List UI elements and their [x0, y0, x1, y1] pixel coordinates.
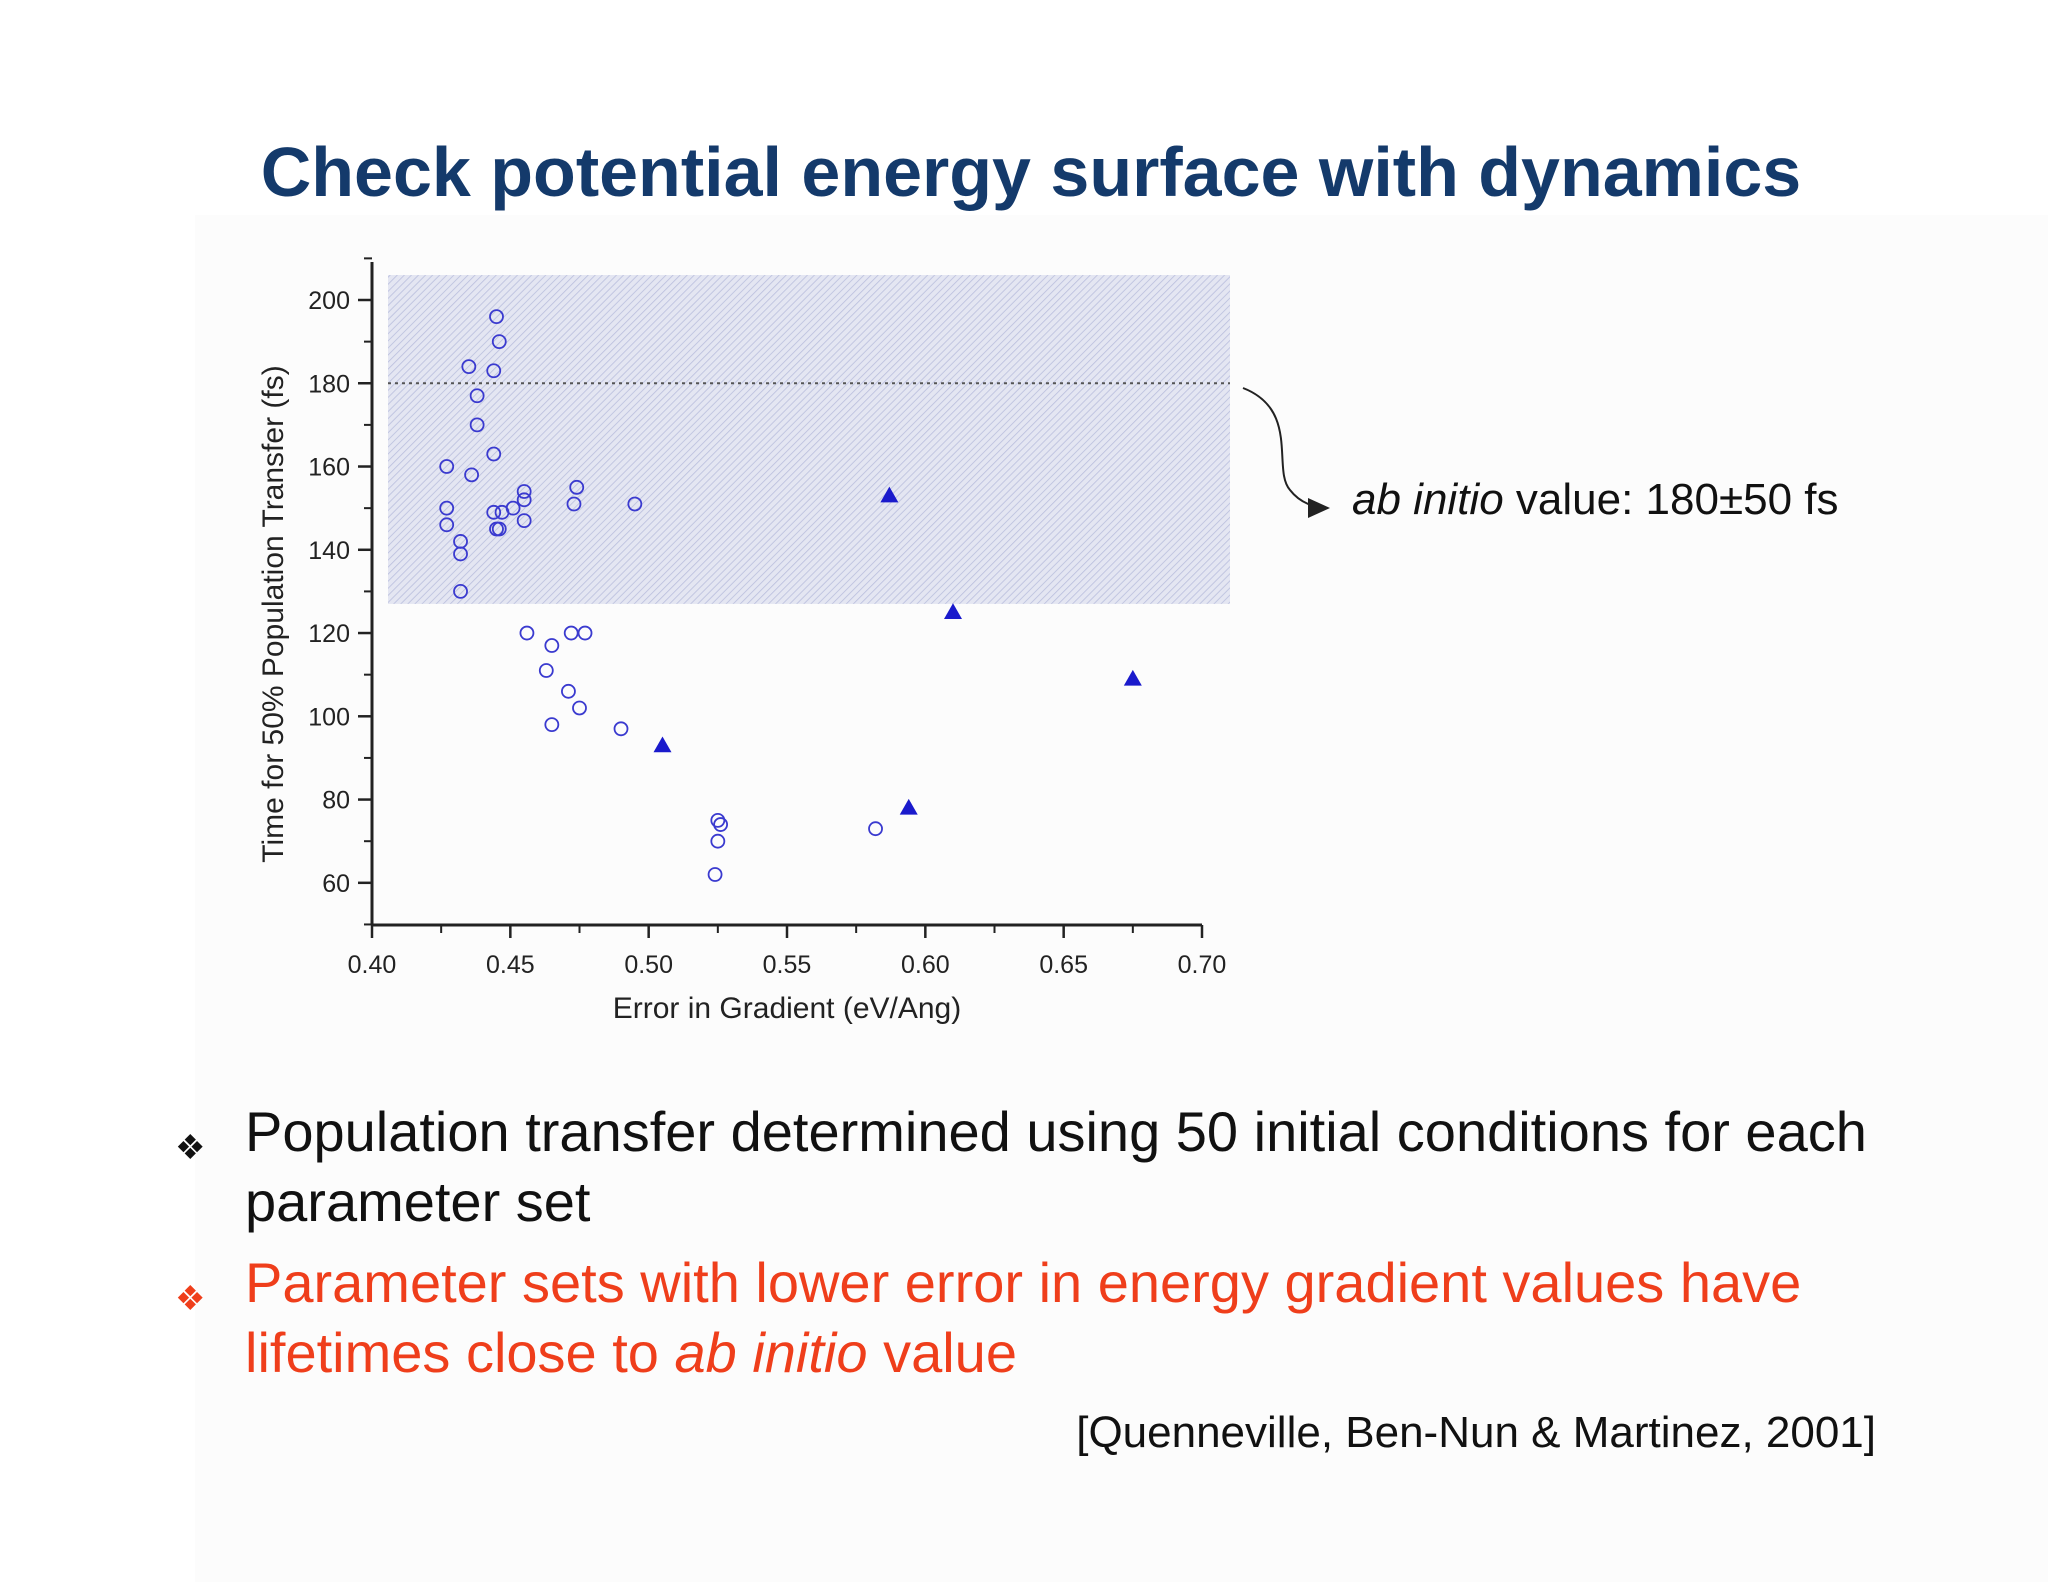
data-point-circle [516, 484, 532, 499]
x-tick-label: 0.70 [1178, 951, 1227, 979]
data-point-circle [453, 584, 468, 599]
data-point-circle [439, 517, 455, 533]
data-point-circle [461, 359, 477, 375]
data-point-circle [491, 521, 507, 537]
annotation-italic: ab initio [1352, 475, 1504, 524]
data-point-triangle [880, 486, 899, 503]
y-tick-label: 140 [308, 537, 350, 565]
data-point-circle [464, 467, 480, 483]
data-point-circle [577, 625, 593, 641]
y-tick-label: 60 [322, 870, 350, 898]
x-axis-title: Error in Gradient (eV/Ang) [613, 992, 961, 1025]
data-point-circle [486, 446, 502, 462]
x-tick-label: 0.55 [763, 951, 812, 979]
x-tick-label: 0.50 [624, 951, 673, 979]
bullet-2-italic: ab initio [674, 1321, 868, 1384]
data-point-triangle [653, 736, 672, 753]
y-tick-label: 180 [308, 370, 350, 398]
data-point-circle [439, 459, 455, 474]
bullet-2-text-after: value [867, 1321, 1017, 1384]
data-point-circle [489, 309, 504, 325]
data-point-triangle [944, 603, 962, 619]
data-point-circle [569, 479, 585, 495]
data-point-circle [710, 812, 726, 828]
diamond-bullet-icon: ❖ [175, 1280, 206, 1318]
y-tick-label: 160 [308, 454, 350, 482]
y-axis-title: Time for 50% Population Transfer (fs) [257, 365, 290, 862]
x-tick-label: 0.65 [1039, 951, 1088, 979]
bullet-2-text-before: Parameter sets with lower error in energ… [245, 1251, 1802, 1384]
y-tick-label: 120 [308, 620, 350, 648]
data-point-circle [494, 504, 510, 520]
bullet-2-text: Parameter sets with lower error in energ… [245, 1248, 1905, 1388]
data-point-circle [516, 492, 532, 508]
data-point-circle [613, 721, 629, 737]
x-tick-label: 0.45 [486, 951, 535, 979]
x-tick-label: 0.60 [901, 951, 950, 979]
data-point-triangle [899, 798, 918, 815]
y-tick-label: 200 [308, 287, 350, 315]
data-point-circle [627, 496, 643, 512]
data-point-circle [519, 625, 535, 641]
annotation-arrow [1242, 387, 1330, 518]
data-point-circle [544, 717, 560, 733]
diamond-bullet-icon: ❖ [175, 1129, 206, 1167]
data-point-circle [544, 638, 560, 653]
data-point-circle [486, 504, 502, 520]
data-point-circle [563, 625, 579, 641]
ab-initio-range-band [388, 275, 1230, 604]
data-point-circle [491, 334, 507, 350]
data-point-circle [561, 683, 576, 699]
data-point-circle [713, 817, 728, 832]
data-point-circle [439, 500, 455, 516]
data-point-circle [710, 833, 726, 849]
data-point-circle [538, 663, 554, 678]
annotation-value: value: 180±50 fs [1503, 475, 1839, 524]
data-point-circle [516, 513, 532, 529]
data-point-circle [868, 821, 883, 837]
bullet-1-text: Population transfer determined using 50 … [245, 1100, 1867, 1233]
y-tick-label: 100 [308, 703, 350, 731]
data-point-circle [453, 546, 468, 562]
data-point-circle [486, 363, 502, 379]
y-tick-label: 80 [322, 787, 350, 815]
x-tick-label: 0.40 [348, 951, 397, 979]
slide-title: Check potential energy surface with dyna… [260, 133, 1802, 211]
data-point-circle [469, 417, 485, 433]
data-point-circle [707, 867, 723, 882]
citation: [Quenneville, Ben-Nun & Martinez, 2001] [1076, 1408, 1876, 1457]
data-point-triangle [1123, 669, 1142, 686]
data-point-circle [572, 700, 587, 716]
ab-initio-annotation: ab initio value: 180±50 fs [1352, 475, 1838, 525]
data-point-circle [566, 496, 582, 512]
data-point-circle [469, 388, 485, 404]
